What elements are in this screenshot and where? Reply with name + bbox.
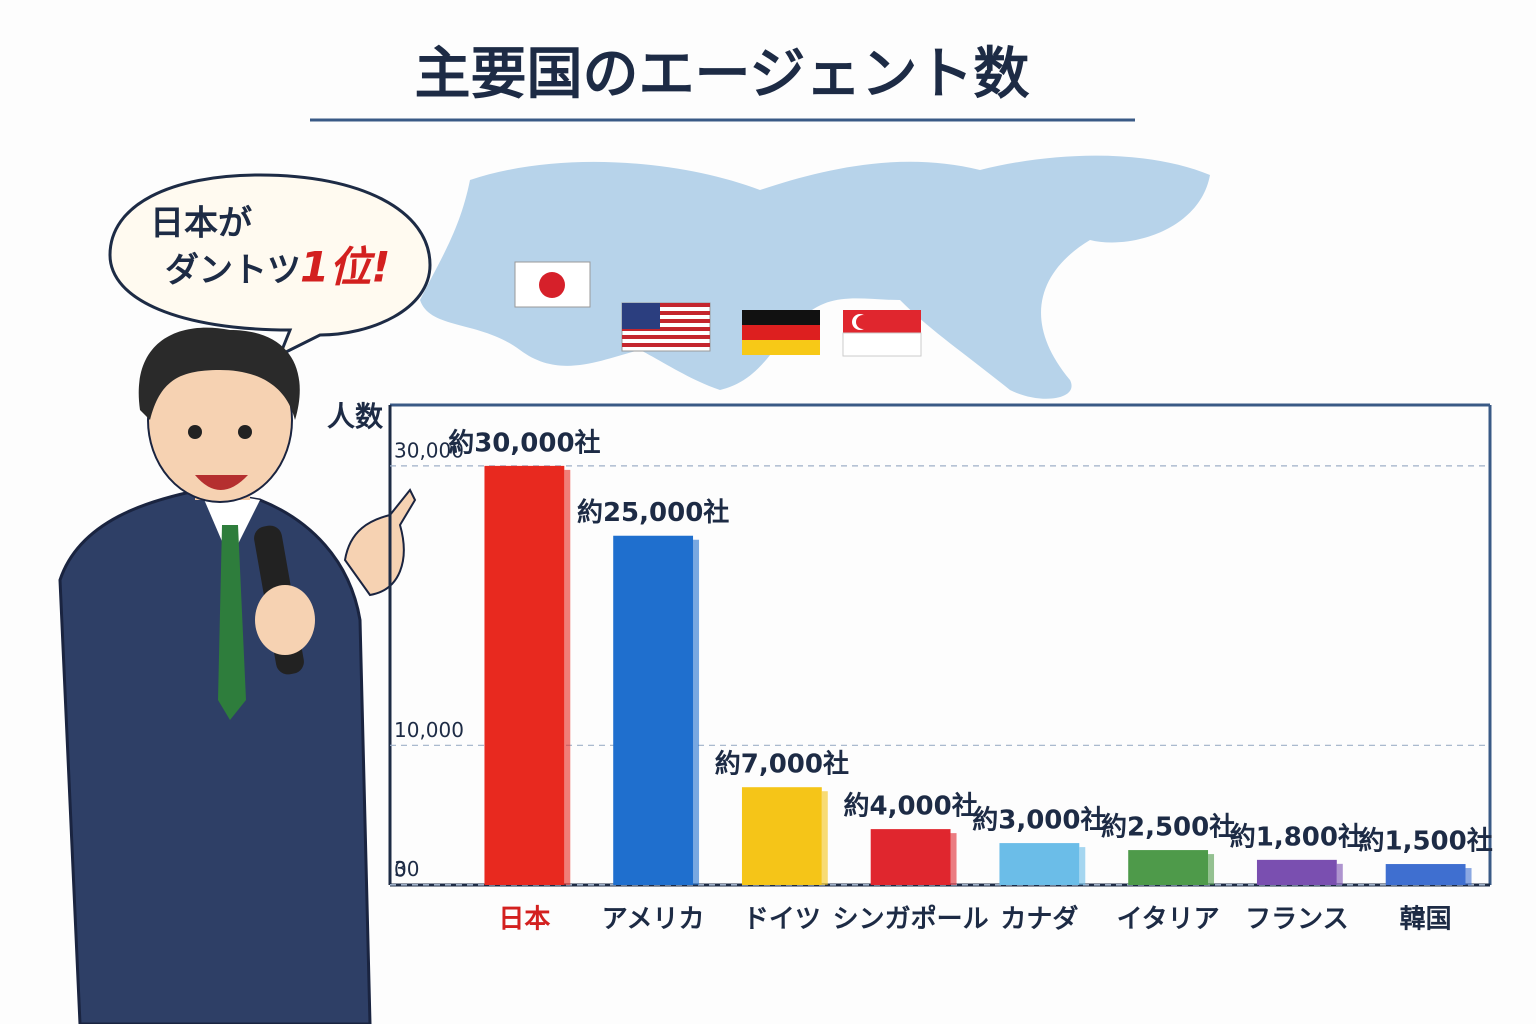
bar-side bbox=[564, 469, 571, 885]
y-axis-label: 人数 bbox=[327, 400, 384, 433]
value-label: 約2,500社 bbox=[1101, 812, 1235, 843]
value-label: 約1,500社 bbox=[1359, 826, 1493, 857]
y-tick-label: 0 bbox=[394, 858, 407, 882]
map-flags bbox=[514, 261, 922, 357]
x-tick-label: イタリア bbox=[1117, 905, 1220, 935]
bar-side bbox=[1465, 868, 1472, 885]
x-tick-label: 韓国 bbox=[1400, 905, 1452, 935]
bar bbox=[484, 465, 565, 885]
bar bbox=[999, 843, 1080, 885]
flag-singapore bbox=[842, 310, 922, 357]
bar bbox=[613, 535, 694, 885]
bar bbox=[741, 787, 822, 885]
bar bbox=[870, 829, 951, 885]
x-tick-label: アメリカ bbox=[602, 905, 705, 935]
bar bbox=[1385, 864, 1466, 885]
hand bbox=[255, 585, 315, 655]
bar-side bbox=[1208, 854, 1215, 885]
flag-usa bbox=[621, 302, 711, 352]
tie bbox=[218, 525, 246, 720]
bar-side bbox=[821, 791, 828, 885]
x-tick-label: フランス bbox=[1245, 905, 1348, 935]
bubble-shape bbox=[108, 173, 432, 359]
bar bbox=[1128, 850, 1209, 885]
bubble-text: ダントツ bbox=[165, 251, 301, 291]
speech-bubble: 日本が ダントツ 1位! bbox=[108, 173, 432, 359]
flag-japan-disc bbox=[539, 272, 565, 298]
bubble-highlight: 1位! bbox=[300, 243, 390, 292]
map-landmass bbox=[420, 155, 1210, 399]
hair bbox=[138, 327, 300, 420]
chart-title: 主要国のエージェント数 bbox=[415, 42, 1030, 107]
x-tick-label: 日本 bbox=[498, 905, 550, 935]
bar-side bbox=[950, 833, 957, 885]
presenter bbox=[58, 327, 417, 1024]
bar-side bbox=[1079, 847, 1086, 885]
value-label: 約25,000社 bbox=[577, 497, 729, 528]
x-tick-label: ドイツ bbox=[743, 905, 821, 935]
y-tick-label: 30,000 bbox=[394, 438, 464, 462]
y-tick-label: 10,000 bbox=[394, 718, 464, 742]
x-tick-label: シンガポール bbox=[833, 904, 989, 935]
value-label: 約3,000社 bbox=[972, 805, 1106, 836]
x-tick-label: カナダ bbox=[1000, 904, 1078, 935]
bar-side bbox=[693, 539, 700, 885]
value-label: 約1,800社 bbox=[1230, 821, 1364, 852]
world-map bbox=[420, 155, 1210, 399]
bar-side bbox=[1336, 863, 1343, 885]
mouth bbox=[195, 475, 248, 490]
value-label: 約30,000社 bbox=[448, 427, 600, 458]
bubble-text: 日本が bbox=[150, 204, 252, 244]
value-label: 約4,000社 bbox=[844, 791, 978, 822]
bar bbox=[1256, 859, 1337, 885]
suit bbox=[58, 488, 372, 1024]
y-tick-label: 30 bbox=[394, 857, 419, 881]
flag-germany bbox=[742, 310, 820, 355]
value-label: 約7,000社 bbox=[715, 749, 849, 780]
